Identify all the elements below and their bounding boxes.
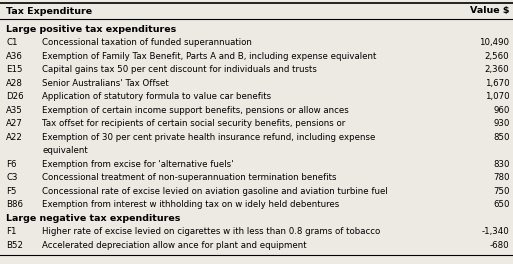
Text: E15: E15 bbox=[6, 65, 23, 74]
Text: Tax offset for recipients of certain social security benefits, pensions or: Tax offset for recipients of certain soc… bbox=[42, 119, 345, 128]
Text: B52: B52 bbox=[6, 241, 23, 250]
Text: Large negative tax expenditures: Large negative tax expenditures bbox=[6, 214, 181, 223]
Text: -1,340: -1,340 bbox=[482, 227, 509, 236]
Text: Accelerated depreciation allow ance for plant and equipment: Accelerated depreciation allow ance for … bbox=[42, 241, 307, 250]
Text: 960: 960 bbox=[493, 106, 509, 115]
Text: Concessional taxation of funded superannuation: Concessional taxation of funded superann… bbox=[42, 38, 252, 47]
Text: Exemption from excise for 'alternative fuels': Exemption from excise for 'alternative f… bbox=[42, 160, 234, 169]
Text: Tax Expenditure: Tax Expenditure bbox=[6, 7, 92, 16]
Text: Exemption of certain income support benefits, pensions or allow ances: Exemption of certain income support bene… bbox=[42, 106, 349, 115]
Text: 2,560: 2,560 bbox=[485, 52, 509, 61]
Text: 650: 650 bbox=[493, 200, 509, 209]
Text: A28: A28 bbox=[6, 79, 23, 88]
Text: 780: 780 bbox=[493, 173, 509, 182]
Text: F5: F5 bbox=[6, 187, 16, 196]
Text: equivalent: equivalent bbox=[42, 146, 88, 155]
Text: Higher rate of excise levied on cigarettes w ith less than 0.8 grams of tobacco: Higher rate of excise levied on cigarett… bbox=[42, 227, 380, 236]
Text: Concessional rate of excise levied on aviation gasoline and aviation turbine fue: Concessional rate of excise levied on av… bbox=[42, 187, 388, 196]
Text: 1,670: 1,670 bbox=[485, 79, 509, 88]
Text: 850: 850 bbox=[493, 133, 509, 142]
Text: Senior Australians' Tax Offset: Senior Australians' Tax Offset bbox=[42, 79, 169, 88]
Text: A27: A27 bbox=[6, 119, 23, 128]
Text: F6: F6 bbox=[6, 160, 16, 169]
Text: Concessional treatment of non-superannuation termination benefits: Concessional treatment of non-superannua… bbox=[42, 173, 337, 182]
Text: A22: A22 bbox=[6, 133, 23, 142]
Text: 830: 830 bbox=[493, 160, 509, 169]
Text: C1: C1 bbox=[6, 38, 17, 47]
Text: Exemption of 30 per cent private health insurance refund, including expense: Exemption of 30 per cent private health … bbox=[42, 133, 376, 142]
Text: D26: D26 bbox=[6, 92, 24, 101]
Text: A35: A35 bbox=[6, 106, 23, 115]
Text: Exemption of Family Tax Benefit, Parts A and B, including expense equivalent: Exemption of Family Tax Benefit, Parts A… bbox=[42, 52, 377, 61]
Text: -680: -680 bbox=[490, 241, 509, 250]
Text: B86: B86 bbox=[6, 200, 23, 209]
Text: 930: 930 bbox=[493, 119, 509, 128]
Text: 1,070: 1,070 bbox=[485, 92, 509, 101]
Text: Value $: Value $ bbox=[470, 7, 509, 16]
Text: A36: A36 bbox=[6, 52, 23, 61]
Text: 2,360: 2,360 bbox=[485, 65, 509, 74]
Text: Application of statutory formula to value car benefits: Application of statutory formula to valu… bbox=[42, 92, 271, 101]
Text: 10,490: 10,490 bbox=[480, 38, 509, 47]
Text: 750: 750 bbox=[493, 187, 509, 196]
Text: Exemption from interest w ithholding tax on w idely held debentures: Exemption from interest w ithholding tax… bbox=[42, 200, 339, 209]
Text: F1: F1 bbox=[6, 227, 16, 236]
Text: Capital gains tax 50 per cent discount for individuals and trusts: Capital gains tax 50 per cent discount f… bbox=[42, 65, 317, 74]
Text: C3: C3 bbox=[6, 173, 17, 182]
Text: Large positive tax expenditures: Large positive tax expenditures bbox=[6, 25, 176, 34]
